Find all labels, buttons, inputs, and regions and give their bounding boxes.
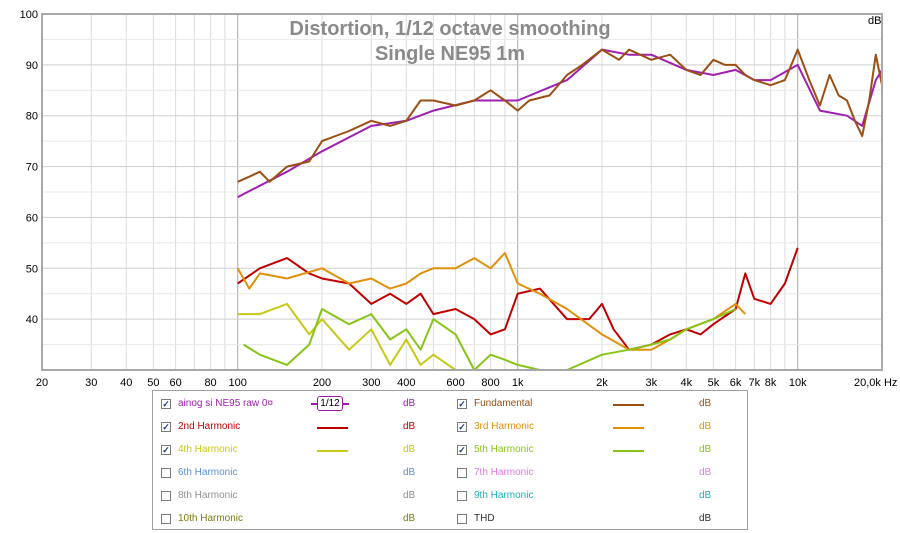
legend-checkbox[interactable] [161, 468, 171, 478]
x-tick-label: 3k [645, 377, 657, 389]
plot-border [41, 13, 883, 371]
x-tick-label: 20,0k Hz [854, 377, 897, 389]
legend-label: Fundamental [474, 398, 533, 409]
x-tick-label: 200 [313, 377, 331, 389]
x-tick-label: 50 [147, 377, 159, 389]
legend-checkbox[interactable]: ✓ [161, 445, 171, 455]
legend-checkbox[interactable] [457, 514, 467, 524]
y-tick-label: 100 [20, 9, 38, 21]
x-tick-label: 300 [362, 377, 380, 389]
legend-line-swatch [613, 427, 644, 429]
chart-subtitle: Single NE95 1m [375, 43, 525, 65]
legend-item-thd: THD dB [449, 510, 745, 530]
legend-item-9th-harmonic: 9th Harmonic dB [449, 487, 745, 507]
distortion-chart: 40 50 60 70 80 90 100 20 30 40 50 60 80 100 200 300 400 6… [20, 9, 898, 389]
legend-line-swatch [317, 450, 348, 452]
legend-item-fundamental: ✓ Fundamental dB [449, 395, 745, 415]
series-line-4th-harmonic [237, 302, 457, 371]
x-tick-label: 6k [730, 377, 742, 389]
legend-checkbox[interactable]: ✓ [457, 445, 467, 455]
legend-unit: dB [699, 421, 712, 432]
x-tick-label: 4k [680, 377, 692, 389]
y-tick-label: 60 [26, 212, 38, 224]
series-line-fundamental [237, 48, 883, 183]
smoothing-line-left [311, 403, 317, 405]
legend-checkbox[interactable] [457, 468, 467, 478]
x-tick-label: 800 [481, 377, 499, 389]
legend: ✓ ainog si NE95 raw 0¤ 1/12 dB ✓ Fundamental d… [152, 390, 748, 530]
y-tick-label: 90 [26, 60, 38, 72]
legend-unit: dB [699, 490, 712, 501]
legend-checkbox[interactable]: ✓ [457, 399, 467, 409]
legend-label: 8th Harmonic [178, 490, 238, 501]
legend-unit: dB [699, 398, 712, 409]
legend-label: 3rd Harmonic [474, 421, 535, 432]
y-tick-label: 70 [26, 162, 38, 174]
y-tick-label: 50 [26, 263, 38, 275]
legend-label: 6th Harmonic [178, 467, 238, 478]
legend-item-10th-harmonic: 10th Harmonic dB [153, 510, 449, 530]
y-tick-label: 80 [26, 111, 38, 123]
legend-checkbox[interactable]: ✓ [161, 422, 171, 432]
legend-item-8th-harmonic: 8th Harmonic dB [153, 487, 449, 507]
legend-line-swatch [613, 404, 644, 406]
legend-checkbox[interactable] [161, 491, 171, 501]
legend-unit: dB [403, 421, 416, 432]
x-tick-label: 7k [749, 377, 761, 389]
x-tick-label: 80 [204, 377, 216, 389]
legend-item-3rd-harmonic: ✓ 3rd Harmonic dB [449, 418, 745, 438]
legend-unit: dB [403, 467, 416, 478]
x-tick-label: 1k [512, 377, 524, 389]
legend-label: 2nd Harmonic [178, 421, 241, 432]
y-unit-label: dB [868, 15, 881, 27]
tick-labels: 40 50 60 70 80 90 100 20 30 40 50 60 80 100 200 300 400 6… [20, 9, 898, 389]
x-tick-label: 5k [708, 377, 720, 389]
legend-checkbox[interactable] [457, 491, 467, 501]
legend-unit: dB [699, 444, 712, 455]
series-line-ainog-si-ne95-raw-0 [237, 48, 883, 198]
legend-label: 4th Harmonic [178, 444, 238, 455]
x-tick-label: 30 [85, 377, 97, 389]
legend-checkbox[interactable] [161, 514, 171, 524]
x-tick-label: 10k [789, 377, 807, 389]
legend-line-swatch [317, 427, 348, 429]
legend-label: ainog si NE95 raw 0¤ [178, 398, 274, 409]
x-tick-label: 100 [229, 377, 247, 389]
legend-label: 7th Harmonic [474, 467, 534, 478]
x-tick-label: 400 [397, 377, 415, 389]
x-tick-label: 20 [36, 377, 48, 389]
legend-label: THD [474, 513, 495, 524]
legend-unit: dB [403, 444, 416, 455]
x-tick-label: 40 [120, 377, 132, 389]
legend-item-6th-harmonic: 6th Harmonic dB [153, 464, 449, 484]
smoothing-line-right [343, 403, 349, 405]
legend-unit: dB [403, 398, 416, 409]
legend-item-7th-harmonic: 7th Harmonic dB [449, 464, 745, 484]
legend-unit: dB [403, 490, 416, 501]
legend-item-5th-harmonic: ✓ 5th Harmonic dB [449, 441, 745, 461]
chart-title: Distortion, 1/12 octave smoothing [289, 18, 610, 40]
smoothing-button[interactable]: 1/12 [317, 396, 343, 411]
legend-checkbox[interactable]: ✓ [161, 399, 171, 409]
series-line-2nd-harmonic [237, 247, 799, 351]
legend-unit: dB [699, 467, 712, 478]
x-tick-label: 60 [169, 377, 181, 389]
x-tick-label: 8k [765, 377, 777, 389]
legend-label: 9th Harmonic [474, 490, 534, 501]
legend-checkbox[interactable]: ✓ [457, 422, 467, 432]
legend-item-2nd-harmonic: ✓ 2nd Harmonic dB [153, 418, 449, 438]
legend-unit: dB [403, 513, 416, 524]
legend-label: 10th Harmonic [178, 513, 244, 524]
legend-label: 5th Harmonic [474, 444, 534, 455]
y-tick-label: 40 [26, 314, 38, 326]
legend-unit: dB [699, 513, 712, 524]
legend-item-ainog-si-ne95-raw-0: ✓ ainog si NE95 raw 0¤ 1/12 dB [153, 395, 449, 415]
x-tick-label: 600 [446, 377, 464, 389]
x-tick-label: 2k [596, 377, 608, 389]
legend-item-4th-harmonic: ✓ 4th Harmonic dB [153, 441, 449, 461]
legend-line-swatch [613, 450, 644, 452]
